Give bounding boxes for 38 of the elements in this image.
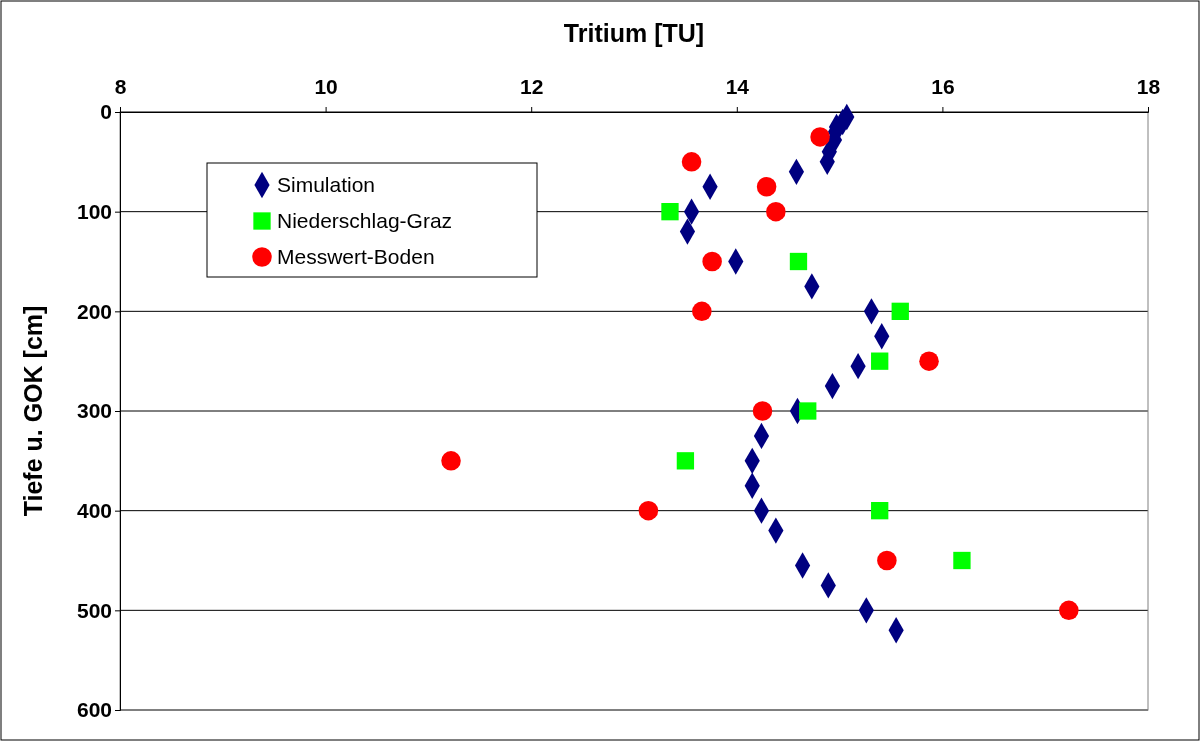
point: [871, 502, 889, 520]
point: [919, 351, 939, 371]
y-tick-label: 200: [76, 299, 112, 323]
x-tick-label: 18: [1136, 74, 1161, 98]
point: [638, 500, 659, 521]
point: [953, 551, 971, 570]
x-tick-label: 16: [931, 74, 955, 98]
x-tick-label: 12: [520, 74, 544, 98]
y-tick-label: 400: [76, 498, 112, 522]
y-tick-label: 500: [76, 598, 112, 622]
legend-label: Messwert-Boden: [277, 245, 435, 268]
x-tick-label: 10: [314, 74, 338, 98]
y-tick-label: 0: [100, 100, 112, 124]
point: [766, 201, 786, 222]
point: [789, 252, 808, 271]
y-tick-label: 600: [76, 698, 112, 722]
legend-label: Niederschlag-Graz: [277, 209, 453, 232]
point: [756, 177, 777, 197]
point: [702, 251, 722, 272]
x-tick-label: 14: [725, 74, 750, 98]
y-tick-label: 100: [76, 199, 112, 223]
point: [752, 401, 773, 421]
y-axis-title: Tiefe u. GOK [cm]: [19, 305, 47, 517]
point: [871, 352, 889, 370]
y-tick-label: 300: [76, 399, 112, 423]
point: [810, 127, 830, 147]
x-axis-title: Tritium [TU]: [563, 19, 705, 47]
x-tick-label: 8: [114, 74, 127, 98]
point: [692, 301, 712, 322]
point: [891, 302, 909, 320]
legend-label: Simulation: [277, 173, 376, 196]
point: [1059, 600, 1079, 621]
point: [877, 550, 897, 571]
point: [661, 203, 679, 221]
point: [441, 451, 461, 471]
point: [799, 402, 817, 420]
point: [676, 452, 695, 470]
point: [681, 152, 702, 172]
